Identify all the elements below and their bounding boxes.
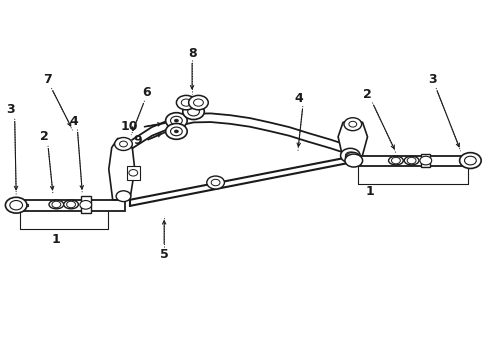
Text: 4: 4: [69, 115, 78, 128]
Circle shape: [465, 156, 476, 165]
Text: 1: 1: [52, 233, 61, 246]
Circle shape: [341, 148, 360, 163]
Circle shape: [80, 201, 92, 209]
Circle shape: [166, 123, 187, 139]
Circle shape: [345, 152, 360, 163]
Circle shape: [176, 95, 196, 110]
Ellipse shape: [64, 200, 78, 209]
Text: 3: 3: [428, 73, 437, 86]
Circle shape: [420, 156, 432, 165]
Text: 3: 3: [6, 103, 15, 116]
Circle shape: [207, 176, 224, 189]
Circle shape: [189, 95, 208, 110]
Circle shape: [10, 201, 23, 210]
Circle shape: [115, 138, 132, 150]
Bar: [14, 204, 28, 206]
Circle shape: [460, 153, 481, 168]
Text: 5: 5: [160, 248, 169, 261]
Circle shape: [211, 179, 220, 186]
Polygon shape: [338, 120, 368, 158]
Circle shape: [174, 130, 178, 133]
Ellipse shape: [389, 156, 403, 165]
Text: 7: 7: [43, 73, 52, 86]
Text: 9: 9: [133, 134, 142, 147]
Circle shape: [344, 118, 362, 131]
Circle shape: [349, 121, 357, 127]
Polygon shape: [20, 200, 125, 211]
Circle shape: [171, 127, 182, 136]
Circle shape: [116, 191, 131, 202]
Circle shape: [392, 157, 400, 164]
Polygon shape: [354, 156, 470, 166]
Circle shape: [5, 197, 27, 213]
Circle shape: [129, 170, 138, 176]
Circle shape: [120, 141, 127, 147]
Text: 2: 2: [363, 88, 372, 101]
Circle shape: [166, 113, 187, 129]
Ellipse shape: [404, 156, 419, 165]
Ellipse shape: [49, 200, 64, 209]
Circle shape: [171, 116, 182, 125]
Text: 6: 6: [143, 86, 151, 99]
Circle shape: [345, 152, 355, 159]
Circle shape: [183, 104, 204, 120]
Circle shape: [345, 154, 363, 167]
Circle shape: [194, 99, 203, 106]
Circle shape: [188, 107, 199, 116]
Circle shape: [181, 99, 191, 106]
Polygon shape: [109, 139, 135, 200]
Text: 8: 8: [188, 47, 196, 60]
Text: 4: 4: [294, 92, 303, 105]
Text: 1: 1: [366, 185, 374, 198]
Text: 10: 10: [120, 120, 138, 133]
Circle shape: [407, 157, 416, 164]
Polygon shape: [81, 196, 91, 213]
Text: 2: 2: [40, 130, 49, 143]
Polygon shape: [421, 154, 430, 167]
Circle shape: [174, 119, 178, 122]
Circle shape: [52, 201, 61, 208]
Circle shape: [67, 201, 75, 208]
Polygon shape: [127, 166, 140, 180]
